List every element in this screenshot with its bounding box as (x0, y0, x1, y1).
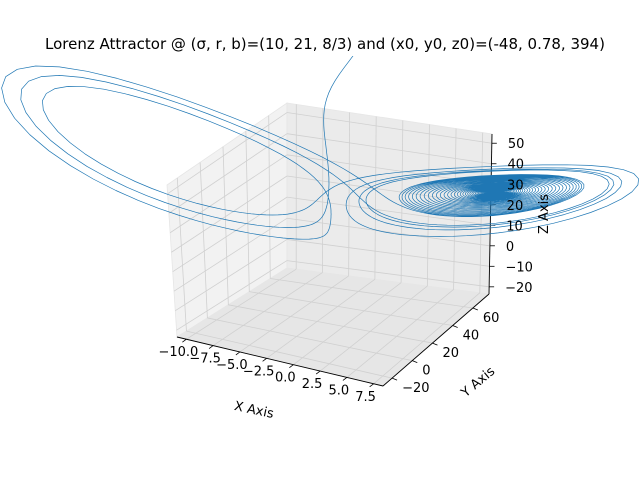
y-grid-floor-line (249, 291, 453, 326)
x-grid-back-line (479, 132, 484, 293)
x-grid-floor-line (266, 278, 376, 359)
y-tick-label: −20 (402, 381, 429, 396)
x-grid-floor-line (186, 268, 297, 340)
x-tick-label: −5.0 (216, 358, 248, 373)
axes-panes (166, 102, 493, 387)
z-tick-label: −10 (506, 260, 533, 275)
z-tick-label: 30 (507, 178, 524, 193)
z-grid-wall-line (175, 239, 288, 312)
z-grid-back-line (286, 133, 492, 165)
z-tick-label: 10 (506, 219, 523, 234)
x-tick-mark (262, 357, 267, 362)
y-grid-wall-line (268, 115, 271, 279)
y-tick-label: 20 (442, 346, 459, 361)
y-grid-floor-line (270, 278, 473, 309)
x-tick-label: 2.5 (302, 377, 323, 392)
y-axis-label: Y Axis (458, 364, 498, 401)
y-tick-label: 40 (463, 329, 480, 344)
z-tick-label: −20 (505, 281, 532, 296)
y-grid-wall-line (245, 131, 250, 292)
trajectory-line (1, 56, 639, 240)
x-tick-mark (342, 377, 348, 381)
chart-title: Lorenz Attractor @ (σ, r, b)=(10, 21, 8/… (45, 35, 605, 53)
x-grid-back-line (322, 108, 324, 273)
z-grid-back-line (286, 217, 490, 247)
x-grid-back-line (348, 112, 350, 276)
z-grid-back-line (286, 239, 490, 267)
y-tick-label: 60 (483, 311, 500, 326)
x-axis-label: X Axis (233, 399, 275, 422)
z-grid-wall-line (171, 175, 288, 253)
x-tick-mark (208, 345, 214, 349)
z-grid-wall-line (169, 154, 288, 234)
y-grid-wall-line (222, 146, 229, 305)
x-tick-label: −10.0 (158, 345, 198, 360)
x-grid-floor-line (293, 282, 402, 366)
grid-lines (167, 104, 492, 385)
x-grid-floor-line (346, 289, 454, 378)
x-tick-mark (289, 364, 294, 369)
x-tick-label: −7.5 (189, 352, 221, 367)
x-tick-mark (182, 338, 187, 343)
z-grid-back-line (286, 196, 491, 226)
z-grid-wall-line (176, 260, 288, 331)
x-tick-mark (235, 351, 241, 356)
back-pane (286, 102, 493, 295)
x-tick-mark (315, 370, 321, 375)
z-grid-back-line (286, 112, 492, 144)
z-grid-back-line (286, 175, 491, 206)
y-tick-mark (432, 342, 438, 346)
z-tick-label: 40 (507, 158, 524, 173)
z-grid-wall-line (173, 217, 288, 292)
x-grid-floor-line (319, 285, 428, 372)
x-tick-label: 7.5 (355, 390, 376, 405)
z-tick-label: 20 (507, 199, 524, 214)
x-grid-floor-line (239, 275, 349, 353)
x-grid-back-line (400, 120, 404, 283)
z-grid-wall-line (167, 112, 288, 195)
z-grid-wall-line (172, 196, 288, 273)
tick-labels: −10.0−7.5−5.0−2.5 0.0 2.5 5.0 7.5−200204060−… (158, 137, 533, 405)
z-axis-label: Z Axis (537, 194, 552, 234)
y-grid-wall-line (176, 177, 187, 332)
z-tick-label: 0 (506, 240, 514, 255)
x-grid-back-line (426, 124, 430, 287)
x-tick-mark (369, 383, 374, 388)
x-axis-line (176, 336, 384, 387)
y-tick-mark (391, 377, 398, 381)
y-grid-wall-line (199, 162, 208, 318)
y-tick-mark (452, 325, 458, 328)
y-grid-floor-line (186, 330, 393, 379)
x-grid-floor-line (373, 292, 481, 385)
x-grid-floor-line (212, 272, 323, 346)
x-tick-label: 5.0 (329, 383, 350, 398)
x-tick-label: −2.5 (243, 364, 275, 379)
z-grid-back-line (286, 260, 490, 288)
y-tick-label: 0 (422, 364, 430, 379)
z-tick-label: 50 (508, 137, 525, 152)
y-grid-floor-line (228, 304, 433, 344)
trajectory (1, 56, 639, 240)
y-tick-mark (412, 360, 418, 363)
y-grid-floor-line (207, 317, 413, 361)
x-grid-back-line (374, 116, 377, 280)
y-axis-line (382, 293, 490, 387)
y-tick-mark (472, 307, 478, 311)
x-tick-label: 0.0 (275, 371, 296, 386)
